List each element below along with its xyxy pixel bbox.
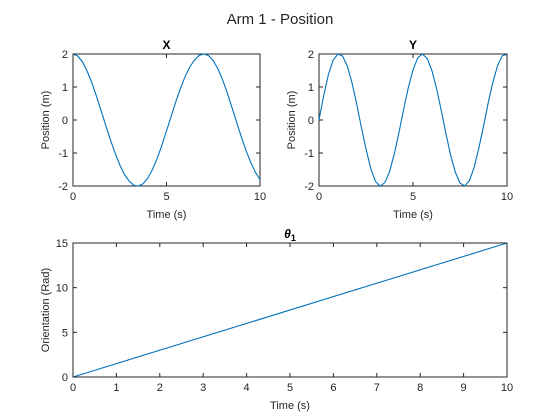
chart-2-y-tick-label: -2 [304,181,314,193]
chart-2-y-tick-label: -1 [304,148,314,160]
chart-3-y-tick-label: 10 [56,283,68,295]
chart-1-x-tick-label: 0 [70,191,76,203]
chart-1-series-line-1 [72,53,261,187]
chart-3-y-tick-label: 5 [62,327,68,339]
chart-2-axes-box [318,53,508,187]
chart-2-title: Y [409,38,417,52]
chart-3-x-tick-label: 2 [157,382,163,394]
chart-3-x-tick-label: 8 [417,382,423,394]
chart-1-x-tick-label: 10 [254,191,266,203]
chart-3-x-axis-label: Time (s) [270,400,310,412]
chart-1-title: X [162,38,170,52]
chart-2-x-axis-label: Time (s) [393,209,433,221]
chart-3-y-tick-label: 15 [56,238,68,250]
chart-3-x-tick-label: 5 [287,382,293,394]
chart-2-x-tick-label: 10 [501,191,513,203]
chart-3-x-tick-label: 6 [330,382,336,394]
chart-3-x-tick-label: 10 [501,382,513,394]
chart-1-x-tick-label: 5 [163,191,169,203]
chart-1-x-axis-label: Time (s) [147,209,187,221]
chart-3-title: θ1 [284,227,296,243]
chart-2-y-tick-label: 0 [308,115,314,127]
figure-title: Arm 1 - Position [227,11,334,28]
chart-1-y-tick-label: -1 [58,148,68,160]
chart-1-y-tick-label: -2 [58,181,68,193]
chart-2-series-line-1 [318,53,508,187]
chart-3-y-axis-label: Orientation (Rad) [40,268,52,352]
chart-2-x-tick-label: 5 [410,191,416,203]
chart-1-y-tick-label: 1 [62,82,68,94]
chart-3-x-tick-label: 4 [244,382,250,394]
chart-1-y-axis-label: Position (m) [40,91,52,150]
chart-2-x-tick-label: 0 [316,191,322,203]
chart-1-y-tick-label: 0 [62,115,68,127]
chart-2-y-tick-label: 2 [308,49,314,61]
chart-1-y-tick-label: 2 [62,49,68,61]
chart-3-y-tick-label: 0 [62,372,68,384]
chart-3-x-tick-label: 1 [113,382,119,394]
chart-3-x-tick-label: 3 [200,382,206,394]
chart-3-x-tick-label: 0 [70,382,76,394]
chart-3-x-tick-label: 7 [374,382,380,394]
chart-3-series-line-1 [72,242,508,378]
chart-1-axes-box [72,53,261,187]
chart-2-y-axis-label: Position (m) [286,91,298,150]
chart-3-x-tick-label: 9 [461,382,467,394]
chart-2-y-tick-label: 1 [308,82,314,94]
